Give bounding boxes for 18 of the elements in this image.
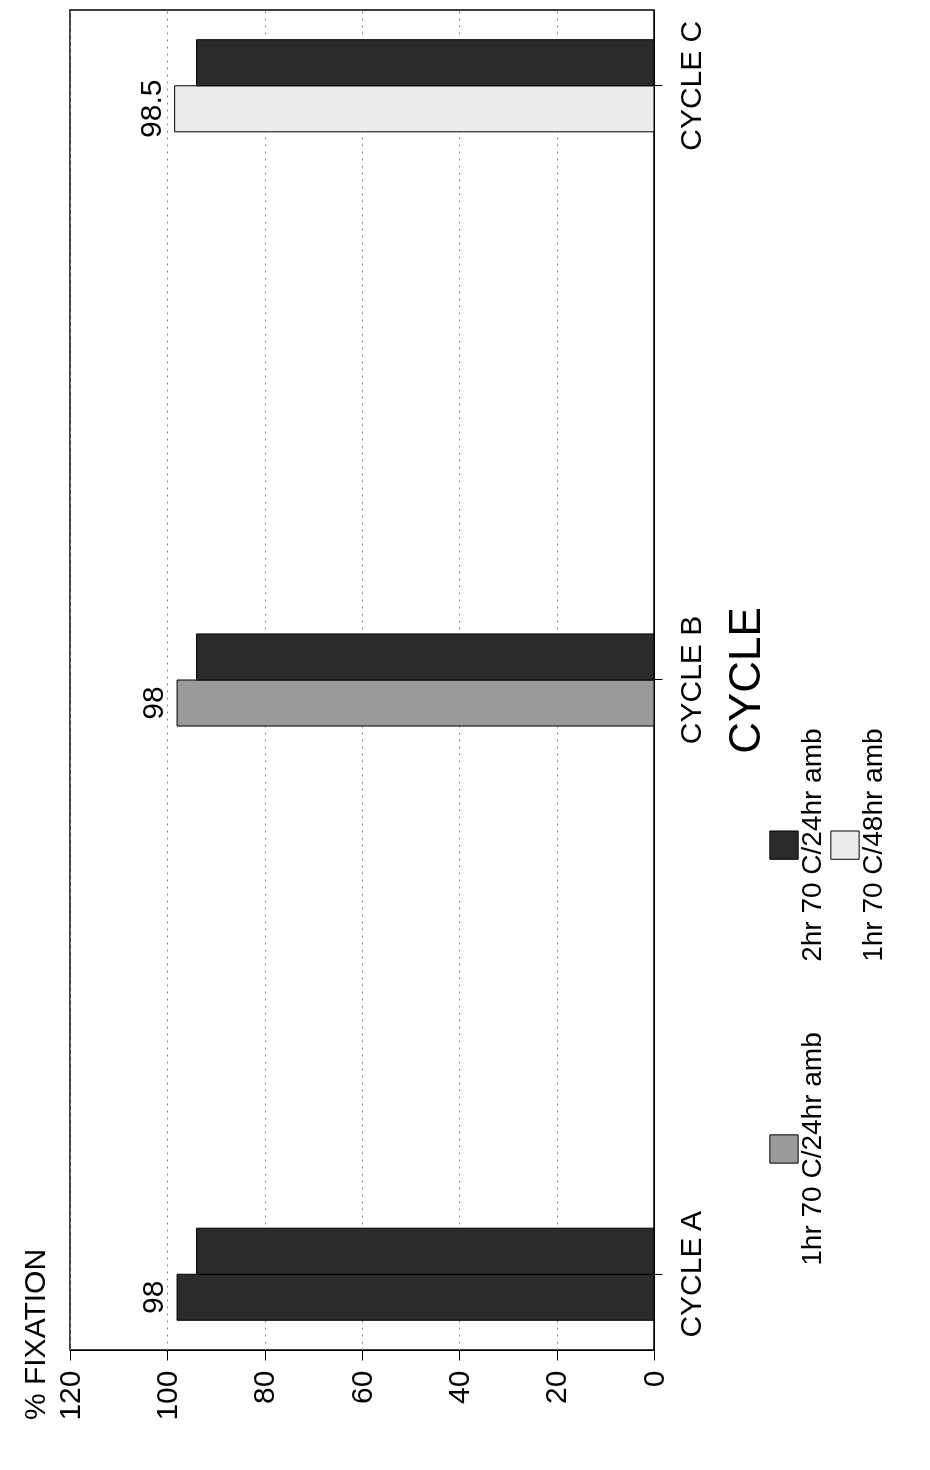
y-tick-label: CYCLE C xyxy=(673,20,707,151)
data-label: 98.5 xyxy=(133,79,167,138)
y-tick-label: CYCLE A xyxy=(673,1210,707,1338)
legend-label: 1hr 70 C/48hr amb xyxy=(857,728,888,962)
text: % FIXATION xyxy=(18,1248,51,1421)
legend-label: 2hr 70 C/24hr amb xyxy=(796,728,827,962)
x-tick-label: 40 xyxy=(441,1370,475,1404)
x-tick-label: 120 xyxy=(52,1370,86,1421)
x-tick-label: 80 xyxy=(247,1370,281,1404)
data-label: 98 xyxy=(136,1280,170,1314)
x-tick-label: 60 xyxy=(344,1370,378,1404)
x-tick-label: 0 xyxy=(636,1370,670,1388)
x-tick-label: 100 xyxy=(149,1370,183,1421)
y-axis-title: CYCLE xyxy=(719,607,769,754)
x-tick-label: 20 xyxy=(539,1370,573,1404)
y-tick-label: CYCLE B xyxy=(673,615,707,745)
legend-label: 1hr 70 C/24hr amb xyxy=(796,1032,827,1266)
data-label: 98 xyxy=(136,686,170,720)
